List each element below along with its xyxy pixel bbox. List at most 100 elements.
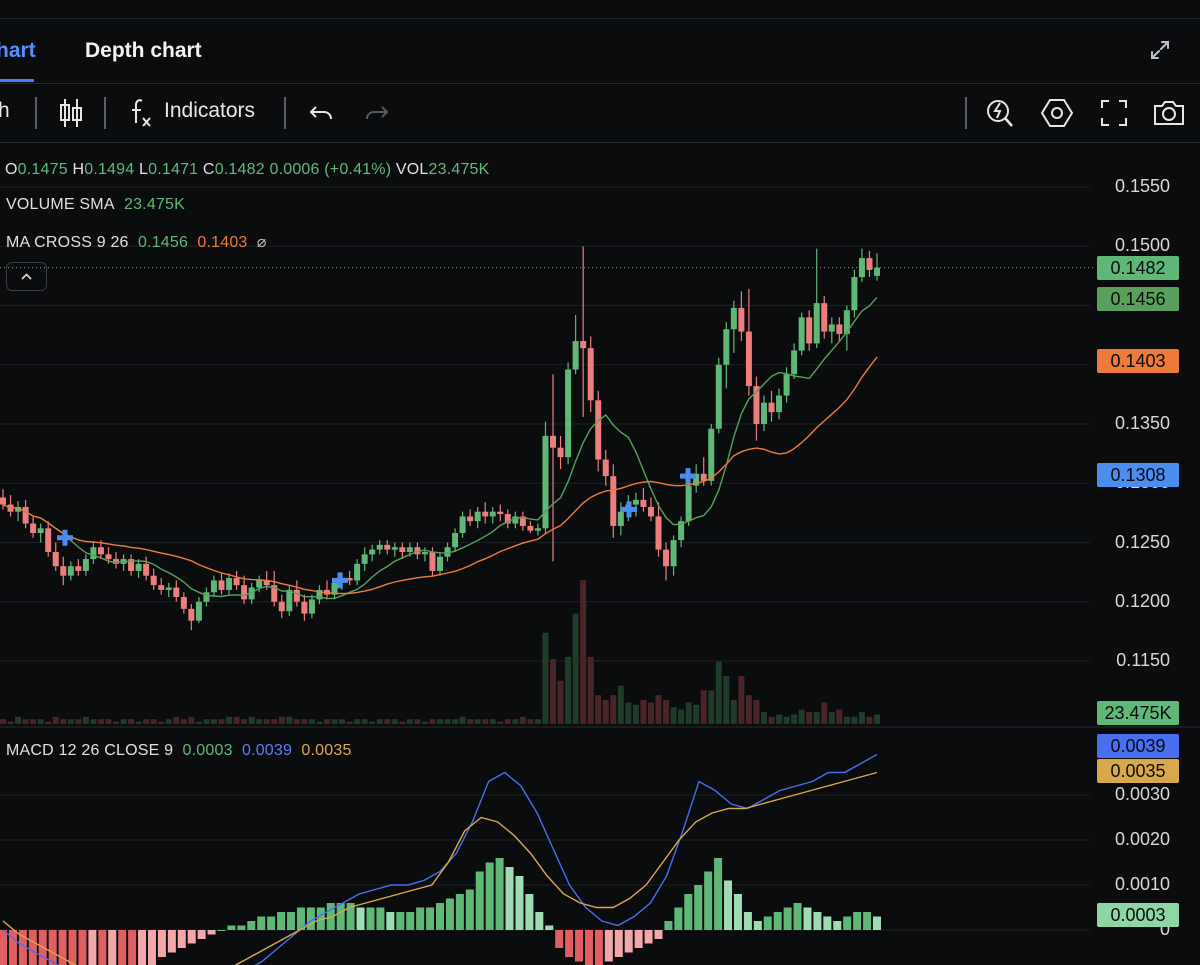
toolbar-divider	[965, 97, 967, 129]
candle-body	[783, 374, 790, 396]
volume-bar	[165, 719, 172, 724]
fullscreen-icon[interactable]	[1100, 96, 1128, 130]
volume-bar	[346, 721, 353, 724]
volume-bar	[572, 613, 579, 724]
tab-chart[interactable]: hart	[0, 39, 36, 62]
undo-icon[interactable]	[308, 96, 334, 130]
macd-hist-bar	[624, 930, 633, 953]
camera-icon[interactable]	[1152, 96, 1186, 130]
candle-body	[113, 559, 120, 564]
volume-bar	[776, 714, 783, 724]
macd-hist-bar	[644, 930, 653, 944]
macd-hist-bar	[267, 916, 276, 930]
candle-body	[97, 547, 104, 555]
toolbar-divider	[104, 97, 106, 129]
candle-body	[218, 580, 225, 590]
collapse-legend-button[interactable]	[6, 262, 47, 291]
candle-body	[399, 547, 406, 552]
volume-sma-legend[interactable]: VOLUME SMA 23.475K	[6, 196, 185, 214]
candle-body	[135, 563, 142, 571]
candle-body	[587, 348, 594, 401]
macd-label: MACD 12 26 CLOSE 9	[6, 742, 174, 759]
macd-hist-bar	[485, 862, 494, 930]
volume-bar	[836, 709, 843, 724]
macd-hist-bar	[505, 867, 514, 930]
volume-bar	[534, 719, 541, 724]
volume-bar	[519, 716, 526, 724]
volume-bar	[226, 716, 233, 724]
candle-body	[640, 499, 647, 507]
tab-depth-chart[interactable]: Depth chart	[85, 39, 202, 62]
volume-bar	[248, 716, 255, 724]
expand-icon[interactable]	[1148, 38, 1172, 62]
macd-hist-bar	[167, 930, 176, 953]
ma-fast-value: 0.1456	[137, 234, 189, 251]
macd-legend[interactable]: MACD 12 26 CLOSE 9 0.0003 0.0039 0.0035	[6, 742, 352, 760]
candle-body	[512, 516, 519, 524]
chart-tabs: hart Depth chart	[0, 19, 1200, 84]
indicators-button[interactable]: Indicators	[164, 99, 256, 122]
macd-hist-bar	[376, 907, 385, 930]
candle-body	[437, 556, 443, 571]
candle-body	[580, 341, 587, 349]
volume-bar	[15, 716, 22, 724]
volume-bar	[22, 719, 29, 724]
volume-bar	[647, 702, 654, 724]
zoom-search-icon[interactable]	[985, 96, 1015, 130]
candle-body	[753, 386, 760, 424]
candlestick-icon[interactable]	[58, 96, 84, 130]
candle-body	[542, 435, 549, 529]
function-icon[interactable]	[128, 96, 154, 130]
volume-bar	[452, 719, 459, 724]
redo-icon[interactable]	[364, 96, 390, 130]
macd-hist-bar	[594, 930, 603, 965]
volume-bar	[444, 719, 451, 724]
volume-bar	[655, 695, 662, 724]
volume-bar	[715, 661, 722, 724]
candle-body	[82, 559, 89, 571]
macd-hist-bar	[733, 894, 742, 930]
macd-hist-bar	[48, 930, 57, 965]
macd-hist-bar	[813, 912, 822, 930]
volume-bar	[663, 700, 670, 724]
volume-bar	[482, 719, 489, 724]
macd-hist-bar	[187, 930, 196, 944]
macd-signal-value: 0.0035	[301, 742, 352, 759]
macd-hist-bar	[674, 907, 683, 930]
macd-hist-bar	[316, 907, 325, 930]
candle-body	[730, 307, 737, 330]
candle-body	[75, 566, 82, 571]
candle-body	[90, 547, 97, 560]
candle-body	[519, 516, 526, 526]
macd-hist-bar	[873, 916, 881, 930]
volume-bar	[557, 680, 564, 724]
volume-bar	[738, 676, 745, 724]
candle-body	[263, 580, 270, 586]
high-value: 0.1494	[84, 161, 135, 178]
volume-bar	[113, 721, 120, 724]
ma-cross-legend[interactable]: MA CROSS 9 26 0.1456 0.1403 ⌀	[6, 232, 267, 252]
macd-hist-bar	[346, 903, 355, 930]
low-value: 0.1471	[148, 161, 199, 178]
volume-bar	[843, 716, 850, 724]
candle-body	[708, 428, 715, 481]
settings-hexagon-icon[interactable]	[1040, 96, 1074, 130]
volume-bar	[813, 712, 820, 724]
candle-body	[384, 544, 391, 550]
candle-body	[391, 547, 398, 550]
candle-body	[760, 402, 767, 424]
volume-bar	[97, 719, 104, 724]
candle-body	[346, 578, 353, 581]
candle-body	[241, 585, 248, 600]
volume-bar	[210, 719, 217, 724]
volume-bar	[256, 719, 263, 724]
candle-body	[874, 267, 880, 276]
interval-selector[interactable]: h	[0, 99, 10, 122]
macd-hist-bar	[128, 930, 137, 965]
price-axis-label: 0.1500	[1114, 235, 1170, 256]
close-value: 0.1482	[214, 161, 265, 178]
volume-bar	[45, 721, 52, 724]
macd-hist-bar	[793, 903, 802, 930]
macd-hist-bar	[654, 930, 663, 939]
